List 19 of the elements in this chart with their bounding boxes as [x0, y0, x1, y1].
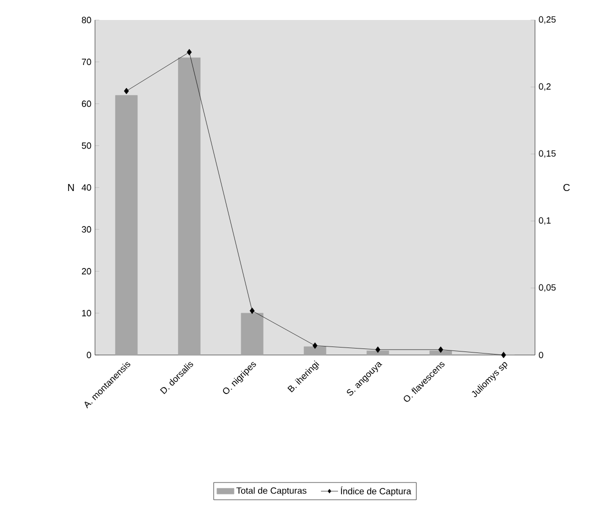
y2-tick-label: 0,2: [538, 83, 551, 91]
y2-tick-label: 0: [538, 352, 544, 358]
y-tick-label: 50: [82, 142, 92, 149]
y-axis-title: N: [68, 184, 74, 191]
y-tick-label: 30: [82, 226, 92, 233]
y2-axis-title: C: [563, 184, 570, 192]
y-tick-label: 0: [86, 352, 92, 358]
legend-label: Índice de Captura: [340, 486, 412, 496]
legend-label: Total de Capturas: [236, 487, 306, 496]
y2-tick-label: 0,15: [538, 150, 556, 158]
y-tick-label: 80: [82, 16, 92, 24]
y-tick-label: 10: [82, 310, 92, 316]
y-tick-label: 70: [82, 58, 92, 66]
y-tick-label: 40: [82, 184, 92, 191]
y-tick-label: 20: [82, 268, 92, 274]
y2-tick-label: 0,05: [538, 284, 556, 292]
y-tick-label: 60: [82, 100, 92, 107]
y2-tick-label: 0,1: [538, 217, 551, 225]
y2-tick-label: 0,25: [538, 16, 556, 24]
